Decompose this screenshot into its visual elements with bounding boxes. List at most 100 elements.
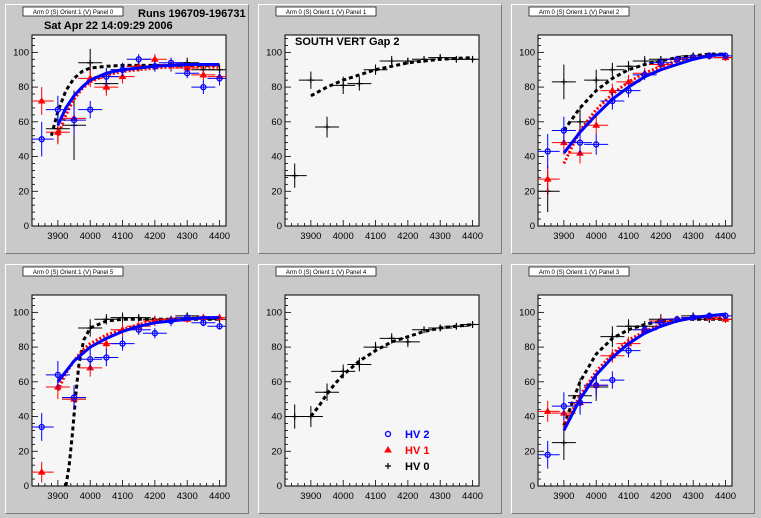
y-tick-label: 80 bbox=[271, 82, 282, 93]
data-point-hv0 bbox=[324, 389, 331, 396]
data-point-hv0 bbox=[372, 344, 379, 351]
data-point-hv2 bbox=[609, 376, 616, 384]
data-point-hv0 bbox=[324, 124, 331, 131]
x-tick-label: 4300 bbox=[177, 491, 198, 502]
x-tick-label: 4400 bbox=[715, 491, 736, 502]
y-tick-label: 20 bbox=[524, 186, 535, 197]
chart-svg: Arm 0 (S) Orient 1 (V) Panel 5 3900 4000 41… bbox=[5, 264, 249, 514]
x-tick-label: 4300 bbox=[683, 491, 704, 502]
chart-svg: Arm 0 (S) Orient 1 (V) Panel 1 3900 4000 41… bbox=[258, 4, 502, 254]
x-tick-label: 4000 bbox=[333, 231, 354, 242]
x-tick-label: 4200 bbox=[397, 231, 418, 242]
error-bar-hv2 bbox=[62, 385, 87, 410]
data-point-hv2 bbox=[200, 319, 207, 326]
chart-panel-1: Arm 0 (S) Orient 1 (V) Panel 1 3900 4000 41… bbox=[258, 4, 502, 254]
error-bar-hv2 bbox=[616, 343, 641, 358]
error-bar-hv2 bbox=[110, 62, 135, 77]
error-bar-hv2 bbox=[568, 390, 593, 415]
data-point-hv2 bbox=[722, 312, 729, 319]
data-point-hv0 bbox=[307, 77, 314, 84]
data-point-hv0 bbox=[404, 58, 411, 65]
error-bar-hv2 bbox=[538, 440, 560, 469]
y-tick-label: 60 bbox=[524, 117, 535, 128]
legend-marker bbox=[384, 446, 392, 453]
data-point-hv0 bbox=[469, 56, 476, 63]
x-tick-label: 4000 bbox=[586, 491, 607, 502]
error-bar-hv2 bbox=[648, 317, 673, 328]
y-tick-label: 0 bbox=[277, 481, 282, 492]
data-point-hv1 bbox=[102, 339, 111, 347]
error-bar-hv2 bbox=[551, 116, 576, 145]
data-point-hv2 bbox=[54, 106, 62, 113]
y-tick-label: 80 bbox=[524, 342, 535, 353]
y-tick-label: 40 bbox=[18, 412, 29, 423]
error-bar-hv2 bbox=[45, 360, 70, 389]
data-point-hv2 bbox=[593, 382, 600, 389]
data-point-hv2 bbox=[200, 83, 207, 91]
error-bar-hv2 bbox=[45, 95, 70, 124]
timestamp-label: Sat Apr 22 14:09:29 2006 bbox=[44, 20, 173, 32]
data-point-hv2 bbox=[135, 326, 142, 333]
pad-title-box bbox=[528, 266, 630, 277]
legend-entry: HV 0 bbox=[385, 461, 429, 473]
legend-label: HV 1 bbox=[405, 445, 429, 457]
plot-area bbox=[538, 51, 732, 213]
data-point-hv0 bbox=[103, 316, 110, 323]
legend-label: HV 0 bbox=[405, 461, 429, 473]
chart-panel-4: Arm 0 (S) Orient 1 (V) Panel 4 3900 4000 41… bbox=[258, 264, 502, 514]
x-tick-label: 3900 bbox=[47, 231, 68, 242]
data-point-hv0 bbox=[87, 59, 94, 66]
pad-title: Arm 0 (S) Orient 1 (V) Panel 4 bbox=[286, 270, 367, 276]
plot-area bbox=[538, 312, 732, 469]
plot-area bbox=[32, 48, 226, 161]
data-point-hv0 bbox=[372, 66, 379, 73]
data-point-hv0 bbox=[388, 335, 395, 342]
pad-annotation: SOUTH VERT Gap 2 bbox=[295, 36, 400, 48]
y-tick-label: 20 bbox=[18, 186, 29, 197]
error-bar-hv2 bbox=[175, 67, 200, 79]
data-point-hv2 bbox=[87, 356, 94, 363]
y-tick-label: 20 bbox=[18, 446, 29, 457]
x-tick-label: 4200 bbox=[144, 231, 165, 242]
plot-area bbox=[285, 321, 479, 429]
plot-area bbox=[285, 54, 479, 188]
error-bar-hv2 bbox=[126, 324, 151, 335]
y-tick-label: 100 bbox=[519, 47, 535, 58]
data-point-hv2 bbox=[216, 323, 223, 330]
x-tick-label: 4200 bbox=[397, 491, 418, 502]
x-tick-label: 4300 bbox=[430, 231, 451, 242]
data-point-hv2 bbox=[576, 139, 584, 146]
data-point-hv2 bbox=[87, 106, 94, 113]
y-tick-label: 40 bbox=[18, 152, 29, 163]
y-tick-label: 20 bbox=[271, 446, 282, 457]
data-point-hv2 bbox=[167, 59, 175, 66]
y-tick-label: 80 bbox=[524, 82, 535, 93]
x-tick-label: 3900 bbox=[47, 491, 68, 502]
data-point-hv2 bbox=[103, 354, 110, 361]
data-point-hv0 bbox=[609, 333, 616, 340]
data-point-hv0 bbox=[453, 323, 460, 330]
data-point-hv1 bbox=[37, 97, 46, 104]
data-point-hv2 bbox=[119, 340, 126, 347]
x-tick-label: 4200 bbox=[650, 231, 671, 242]
data-point-hv0 bbox=[291, 172, 298, 179]
y-tick-label: 40 bbox=[271, 152, 282, 163]
legend-marker bbox=[385, 463, 391, 469]
data-point-hv2 bbox=[690, 314, 697, 321]
x-tick-label: 4400 bbox=[462, 231, 483, 242]
y-tick-label: 100 bbox=[13, 47, 29, 58]
error-bar-hv2 bbox=[648, 57, 673, 68]
chart-panel-2: Arm 0 (S) Orient 1 (V) Panel 2 3900 4000 41… bbox=[511, 4, 755, 254]
y-tick-label: 60 bbox=[18, 377, 29, 388]
pad-title: Arm 0 (S) Orient 1 (V) Panel 2 bbox=[539, 10, 620, 16]
data-point-hv2 bbox=[70, 116, 78, 124]
data-point-hv1 bbox=[543, 407, 552, 414]
y-tick-label: 60 bbox=[18, 117, 29, 128]
data-point-hv2 bbox=[609, 97, 616, 105]
error-bar-hv2 bbox=[568, 130, 593, 155]
data-point-hv0 bbox=[135, 314, 142, 321]
y-tick-label: 80 bbox=[18, 342, 29, 353]
pad-shadow bbox=[511, 264, 755, 514]
error-bar-hv2 bbox=[94, 67, 119, 86]
data-point-hv0 bbox=[593, 77, 600, 84]
